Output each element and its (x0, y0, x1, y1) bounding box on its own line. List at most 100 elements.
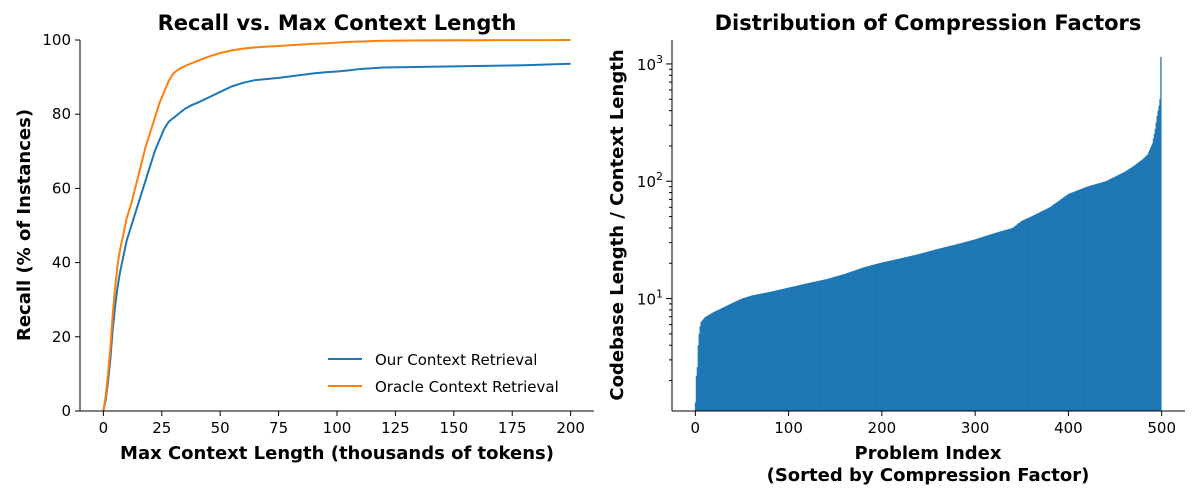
x-tick-label: 200 (556, 419, 585, 437)
bar (789, 287, 791, 411)
bar (1070, 192, 1073, 411)
bar (884, 261, 886, 411)
bar (775, 290, 777, 411)
bar (1014, 225, 1017, 411)
bar (1024, 219, 1026, 411)
bar (819, 280, 822, 411)
bar (904, 257, 906, 411)
bar (812, 282, 814, 411)
compression-x-ticks: 0 100 200 300 400 500 (691, 411, 1176, 437)
bar (758, 294, 760, 411)
bar (723, 306, 726, 411)
bar (752, 295, 754, 411)
bar (859, 268, 861, 411)
bar (716, 310, 718, 411)
bar (1046, 208, 1048, 411)
bar (1078, 189, 1080, 411)
bar (1000, 231, 1003, 411)
bar (1058, 200, 1060, 411)
bar (713, 311, 715, 411)
bar (813, 281, 815, 411)
legend-label-oracle-retrieval: Oracle Context Retrieval (375, 378, 559, 396)
bar (1028, 217, 1031, 411)
x-tick-label: 125 (381, 419, 410, 437)
bar (816, 281, 818, 411)
bar (1030, 216, 1032, 411)
bar (837, 275, 839, 411)
bar (942, 247, 944, 411)
bar (979, 237, 981, 411)
bar (873, 264, 876, 411)
bar (875, 263, 878, 411)
bar (850, 271, 852, 411)
bar (1077, 190, 1079, 411)
bar (866, 266, 868, 411)
bar (1042, 210, 1045, 411)
bar (840, 275, 842, 411)
bar (1122, 172, 1125, 411)
bar (968, 241, 970, 411)
bar (1119, 174, 1121, 411)
bar (849, 272, 851, 411)
bar (907, 256, 909, 411)
bar (1041, 210, 1044, 411)
bar (1148, 152, 1150, 411)
bar (718, 309, 720, 411)
bar (757, 294, 759, 411)
bar (1081, 188, 1083, 411)
bar (754, 294, 756, 411)
bar (794, 286, 796, 411)
bar (984, 236, 987, 411)
bar (919, 253, 921, 411)
bar (707, 315, 710, 411)
bar (974, 239, 976, 411)
bar (1040, 211, 1043, 411)
bar (914, 255, 916, 411)
bar (740, 298, 742, 411)
bar (1053, 203, 1056, 411)
bar (896, 259, 898, 411)
bar (906, 256, 908, 411)
bar (852, 271, 854, 411)
bar (1137, 162, 1140, 411)
bar (753, 295, 755, 411)
bar (736, 300, 739, 411)
bar (776, 290, 779, 411)
series-line-our-retrieval (102, 62, 571, 412)
bar (720, 308, 723, 411)
bar (1095, 183, 1098, 411)
bar (1133, 165, 1135, 411)
bar (784, 288, 786, 411)
bar (743, 297, 745, 411)
bar (814, 281, 816, 411)
bar (805, 283, 808, 411)
bar (982, 236, 984, 411)
bar (802, 284, 804, 411)
bar (997, 231, 1000, 411)
bar (844, 273, 846, 411)
bar (1108, 179, 1110, 411)
bar (983, 236, 985, 411)
legend-label-our-retrieval: Our Context Retrieval (375, 351, 537, 369)
bar (973, 239, 976, 411)
bar (1045, 209, 1047, 411)
bar (871, 265, 873, 411)
bar (1034, 214, 1036, 411)
bar (1107, 180, 1109, 411)
bar (795, 285, 797, 411)
bar (888, 260, 891, 411)
bar (1082, 188, 1085, 411)
bar (905, 257, 907, 411)
bar (1114, 176, 1116, 411)
bar (843, 274, 845, 411)
bar (1134, 165, 1136, 411)
y-tick-label: 0 (61, 402, 71, 420)
bar (775, 290, 778, 411)
bar (901, 257, 904, 411)
bar (847, 272, 850, 411)
bar (1035, 214, 1037, 411)
bar (858, 269, 860, 411)
bar (842, 274, 844, 411)
bar (992, 233, 994, 411)
bar (792, 286, 795, 411)
